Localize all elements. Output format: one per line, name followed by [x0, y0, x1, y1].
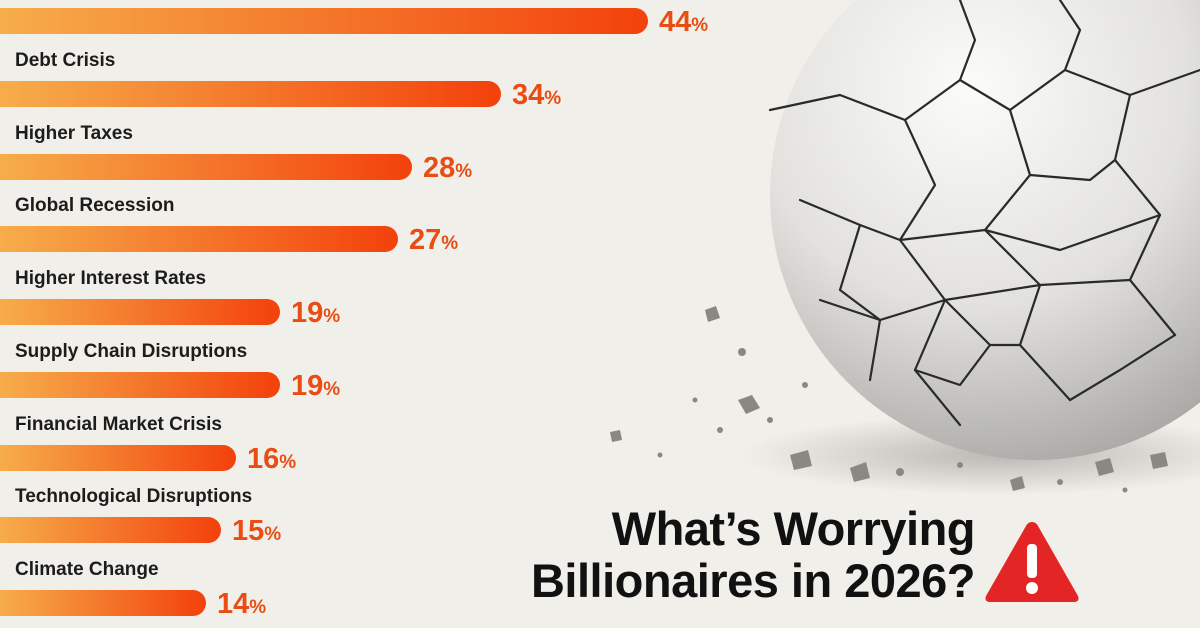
bar	[0, 517, 221, 544]
category-label: Technological Disruptions	[15, 486, 253, 508]
value-unit: %	[249, 597, 267, 618]
value-number: 28	[423, 151, 456, 184]
bar	[0, 153, 412, 180]
value-unit: %	[323, 306, 341, 327]
value-unit: %	[279, 451, 297, 473]
value-label: 14%	[217, 589, 266, 624]
category-label: Higher Taxes	[15, 122, 133, 144]
value-label: 19%	[291, 298, 340, 333]
category-label: Financial Market Crisis	[15, 413, 222, 435]
value-number: 15	[232, 515, 265, 548]
value-unit: %	[455, 160, 473, 182]
value-unit: %	[544, 87, 562, 109]
value-label: 19%	[291, 371, 340, 406]
value-label: 27%	[409, 225, 458, 260]
title-line-2: Billionaires in 2026?	[530, 554, 976, 607]
value-label: 15%	[232, 516, 281, 551]
category-label: Climate Change	[15, 559, 159, 580]
category-label: Global Recession	[15, 195, 175, 217]
category-label: Higher Interest Rates	[15, 268, 207, 289]
value-unit: %	[691, 15, 709, 36]
value-label: 44%	[659, 7, 708, 42]
category-label: Supply Chain Disruptions	[15, 340, 248, 362]
value-number: 19	[291, 297, 324, 329]
chart-title: What’s Worrying Billionaires in 2026?	[470, 502, 976, 607]
value-number: 16	[247, 442, 280, 475]
value-number: 44	[659, 6, 692, 38]
bar	[0, 80, 501, 107]
bar	[0, 444, 236, 471]
value-number: 34	[512, 78, 545, 111]
value-unit: %	[323, 378, 341, 400]
bar	[0, 590, 206, 616]
bar	[0, 8, 648, 34]
warning-triangle-icon	[985, 522, 1079, 602]
value-unit: %	[441, 233, 459, 255]
value-label: 28%	[423, 153, 472, 188]
bar	[0, 226, 398, 253]
bar	[0, 299, 280, 325]
value-number: 14	[217, 588, 250, 620]
bar	[0, 371, 280, 398]
value-unit: %	[264, 524, 282, 546]
value-label: 34%	[512, 80, 561, 115]
value-label: 16%	[247, 444, 296, 479]
category-label: Debt Crisis	[15, 49, 116, 71]
value-number: 19	[291, 369, 324, 402]
value-number: 27	[409, 224, 442, 257]
title-line-1: What’s Worrying	[611, 502, 976, 555]
